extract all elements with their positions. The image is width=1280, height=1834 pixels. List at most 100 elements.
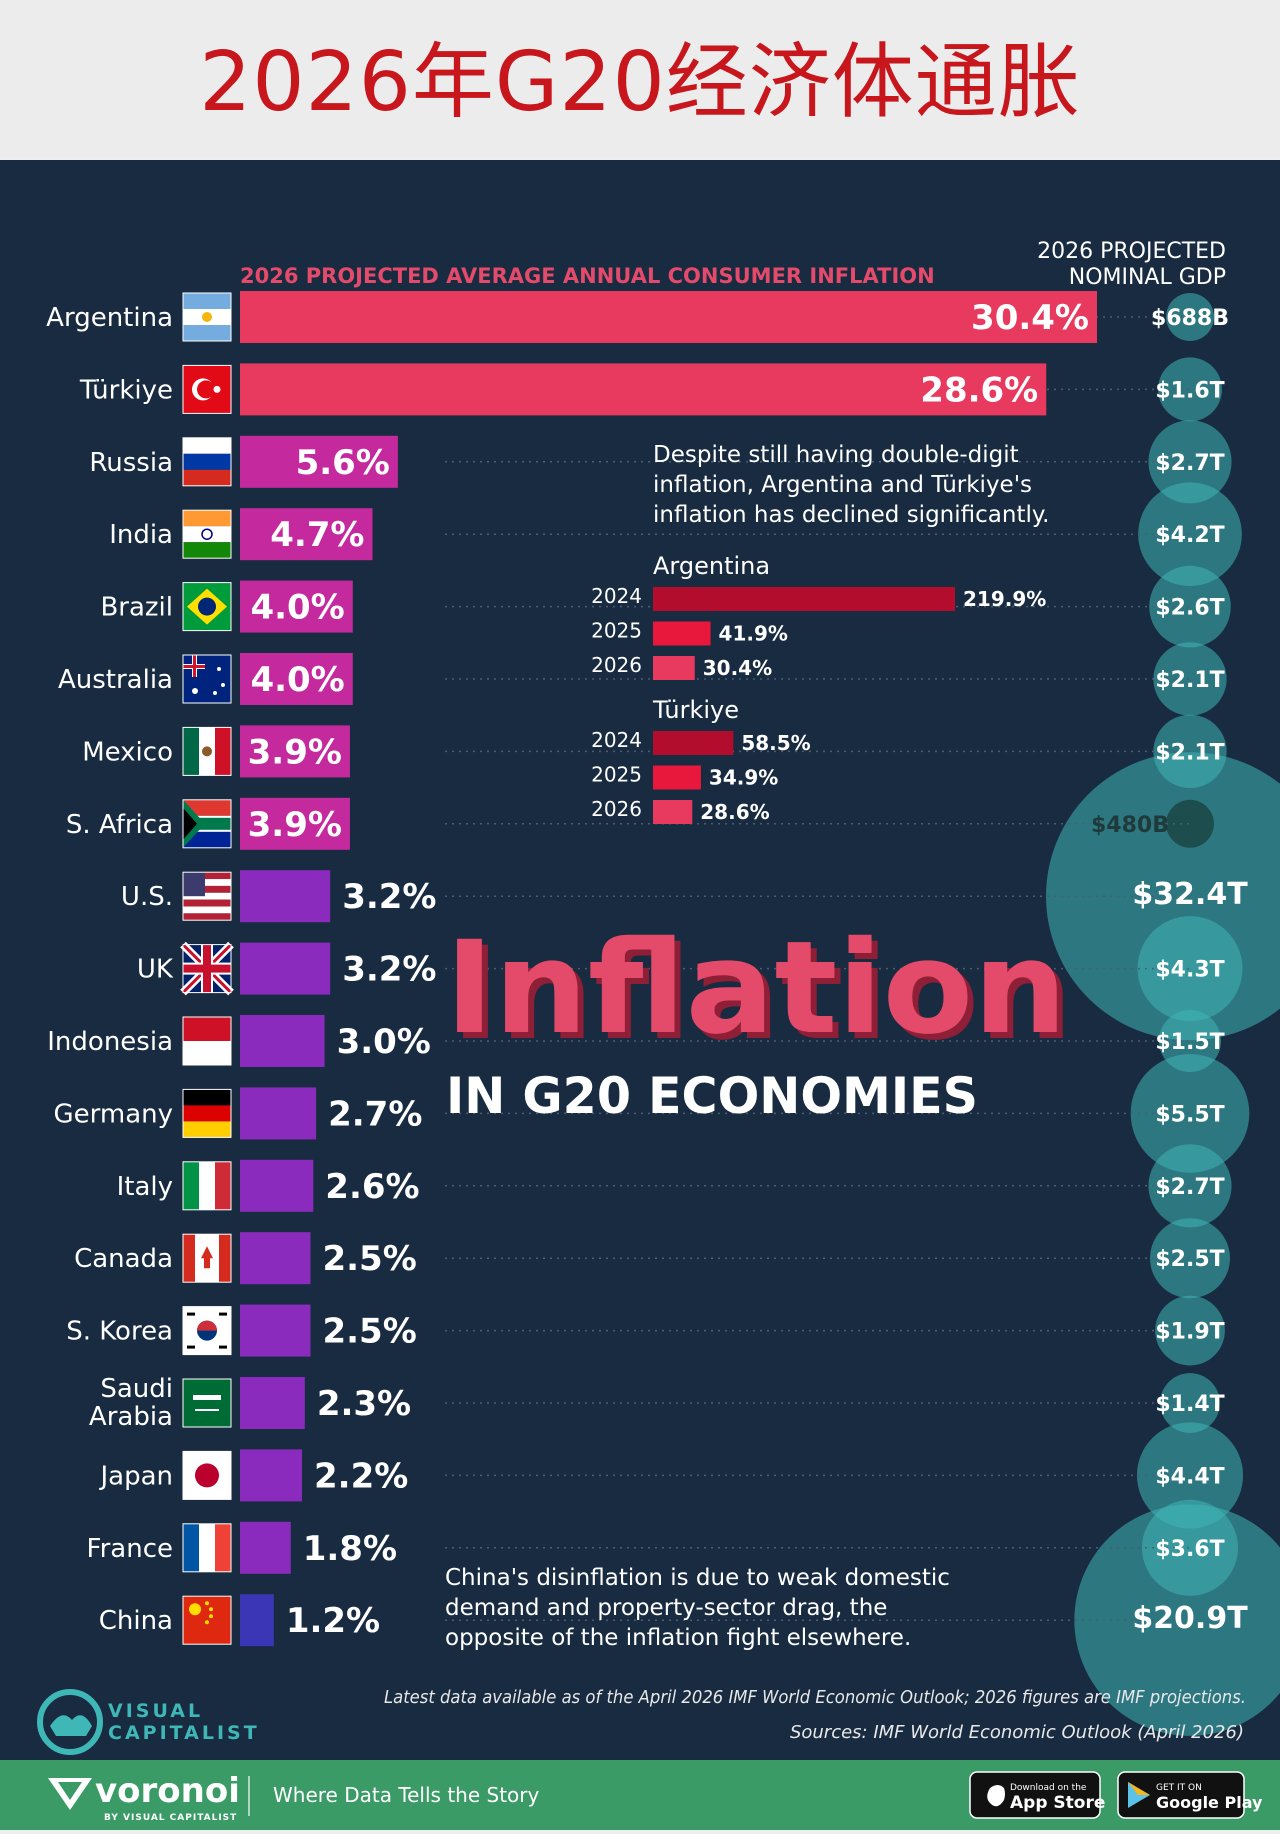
gdp-bubble-germany xyxy=(1130,1054,1250,1173)
gdp-label: $1.5T xyxy=(1155,1030,1224,1055)
row-italy: Italy 2.6% $2.7T xyxy=(117,1159,1225,1212)
country-name: Mexico xyxy=(82,737,173,767)
flag-saudi-arabia-icon xyxy=(182,1378,232,1428)
gdp-label: $1.9T xyxy=(1155,1320,1224,1345)
bar-australia xyxy=(240,653,353,705)
gdp-label: $480B xyxy=(1091,813,1169,838)
country-rows: Argentina 30.4% $688B Türkiye 28.6% $1.6T Russ… xyxy=(46,291,1248,1647)
flag-u-s-icon xyxy=(182,871,232,921)
value-label: 30.4% xyxy=(971,298,1089,338)
flag-russia-icon xyxy=(182,437,232,487)
gdp-title-line2: NOMINAL GDP xyxy=(1069,265,1226,290)
big-title-subtitle: IN G20 ECONOMIES xyxy=(446,1067,978,1125)
row-china: China 1.2% $20.9T xyxy=(99,1594,1248,1647)
flag-uk-icon xyxy=(180,941,234,996)
infographic-panel: 2026 PROJECTED AVERAGE ANNUAL CONSUMER I… xyxy=(0,160,1280,1760)
gdp-bubble-s-korea xyxy=(1155,1295,1225,1366)
source-line1: Latest data available as of the April 20… xyxy=(384,1687,1246,1708)
gdp-label: $1.4T xyxy=(1155,1392,1224,1417)
country-name: Japan xyxy=(98,1461,173,1491)
row-s-korea: S. Korea 2.5% $1.9T xyxy=(66,1304,1225,1357)
mini-year-label: 2025 xyxy=(591,763,642,787)
row-s-africa: S. Africa 3.9% $480B xyxy=(66,797,1169,850)
bar-argentina xyxy=(240,291,1097,343)
china-note-line2: demand and property-sector drag, the xyxy=(445,1595,887,1621)
flag-australia-icon xyxy=(182,654,232,704)
mini-value-label: 58.5% xyxy=(741,731,810,755)
mini-chart-türkiye: Türkiye 2024 58.5% 2025 34.9% 2026 28.6% xyxy=(591,696,811,824)
bar-italy xyxy=(240,1159,314,1212)
value-label: 2.2% xyxy=(314,1456,408,1496)
flag-france-icon xyxy=(182,1523,232,1573)
mini-bar xyxy=(653,800,693,824)
country-name: S. Africa xyxy=(66,810,173,840)
mini-year-label: 2024 xyxy=(591,728,642,752)
vc-logo-line1: VISUAL xyxy=(108,1700,203,1722)
value-label: 3.2% xyxy=(342,877,436,917)
country-name: Türkiye xyxy=(79,375,173,405)
top-banner: 2026年G20经济体通胀 xyxy=(0,0,1280,158)
gdp-label: $2.7T xyxy=(1155,1175,1224,1200)
country-name: Saudi Arabia xyxy=(89,1374,173,1432)
gdp-bubble-japan xyxy=(1136,1422,1244,1529)
gdp-bubbles xyxy=(1046,293,1280,1736)
voronoi-wordmark: voronoi xyxy=(95,1771,240,1811)
apple-icon xyxy=(987,1785,1005,1807)
gdp-bubble-argentina xyxy=(1166,293,1214,341)
gdp-bubble-dark-dot xyxy=(1166,799,1214,848)
app-store-badge[interactable]: Download on the App Store xyxy=(969,1771,1105,1819)
app-store-small-text: Download on the xyxy=(1010,1783,1087,1793)
row-saudi-arabia: Saudi Arabia 2.3% $1.4T xyxy=(89,1374,1225,1432)
gdp-label: $2.1T xyxy=(1155,668,1224,693)
decline-note: Despite still having double-digit inflat… xyxy=(653,442,1050,528)
bar-brazil xyxy=(240,580,353,633)
country-name: China xyxy=(99,1606,173,1636)
row-brazil: Brazil 4.0% $2.6T xyxy=(100,580,1225,633)
row-india: India 4.7% $4.2T xyxy=(109,508,1225,561)
flag-s-korea-icon xyxy=(182,1306,232,1356)
google-play-badge[interactable]: GET IT ON Google Play xyxy=(1117,1771,1263,1819)
bar-saudi-arabia xyxy=(240,1377,305,1429)
country-name: Brazil xyxy=(100,593,173,623)
gdp-label: $2.5T xyxy=(1155,1247,1224,1272)
value-label: 3.9% xyxy=(248,805,342,845)
bar-mexico xyxy=(240,725,350,778)
flag-china-icon xyxy=(182,1595,232,1645)
voronoi-subtitle: BY VISUAL CAPITALIST xyxy=(104,1813,237,1823)
gdp-label: $688B xyxy=(1151,306,1229,331)
mini-value-label: 34.9% xyxy=(709,766,778,790)
value-label: 3.0% xyxy=(337,1022,431,1062)
country-name: Russia xyxy=(89,448,173,478)
flag-italy-icon xyxy=(182,1161,232,1211)
gdp-label: $4.4T xyxy=(1155,1464,1224,1489)
inflation-word-shadow: Inflation xyxy=(451,920,1073,1069)
mini-bar xyxy=(653,765,701,790)
value-label: 4.7% xyxy=(270,515,364,555)
gdp-bubble-saudi-arabia xyxy=(1160,1373,1220,1433)
country-name: Argentina xyxy=(46,303,173,333)
value-label: 4.0% xyxy=(250,588,344,628)
gdp-label: $1.6T xyxy=(1155,378,1224,403)
mini-bar xyxy=(653,621,711,646)
china-note-line1: China's disinflation is due to weak dome… xyxy=(445,1565,950,1591)
country-name: India xyxy=(109,520,173,550)
bar-japan xyxy=(240,1449,303,1502)
flag-germany-icon xyxy=(182,1088,232,1138)
mini-chart-title: Türkiye xyxy=(652,696,739,724)
gdp-bubble-canada xyxy=(1150,1218,1230,1299)
footer-divider xyxy=(248,1776,250,1816)
banner-title: 2026年G20经济体通胀 xyxy=(199,34,1081,130)
flag-mexico-icon xyxy=(182,726,232,776)
value-label: 28.6% xyxy=(920,370,1038,410)
mini-value-label: 41.9% xyxy=(719,622,788,646)
gdp-label: $32.4T xyxy=(1132,877,1248,912)
bar-india xyxy=(240,508,373,561)
flag-t-rkiye-icon xyxy=(182,364,232,414)
source-line2: Sources: IMF World Economic Outlook (Apr… xyxy=(790,1722,1244,1743)
value-label: 2.5% xyxy=(322,1312,416,1352)
value-label: 2.5% xyxy=(322,1239,416,1279)
china-note: China's disinflation is due to weak dome… xyxy=(445,1565,950,1651)
vc-logo-mark xyxy=(50,1715,92,1736)
gdp-label: $5.5T xyxy=(1155,1102,1224,1127)
decline-note-line1: Despite still having double-digit xyxy=(653,442,1019,468)
